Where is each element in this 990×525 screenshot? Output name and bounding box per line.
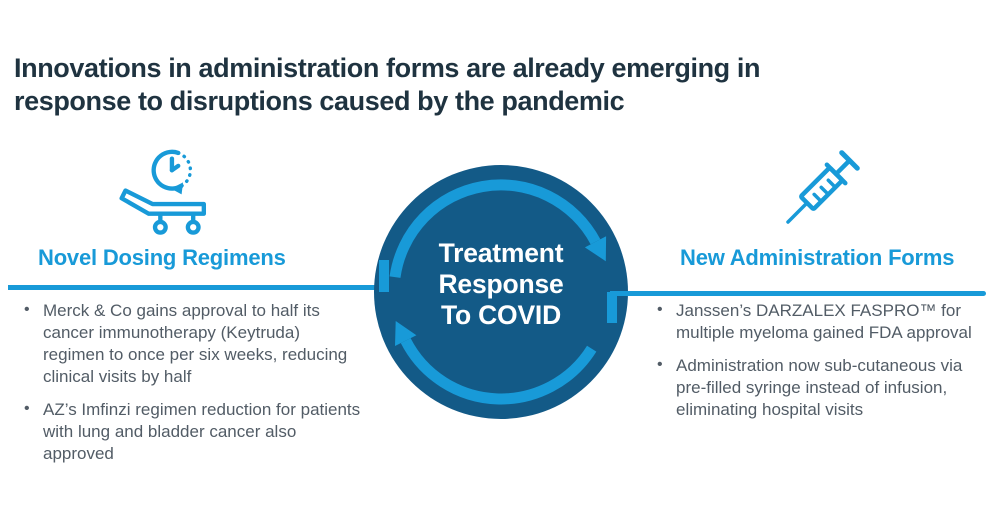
right-bullet-list: Janssen’s DARZALEX FASPRO™ for multiple … [655, 299, 983, 432]
circle-label-line-1: Treatment [438, 238, 564, 268]
left-bullet-list: Merck & Co gains approval to half its ca… [22, 299, 364, 476]
left-divider-line [8, 285, 380, 290]
circle-label-line-3: To COVID [440, 300, 562, 330]
list-item: Janssen’s DARZALEX FASPRO™ for multiple … [655, 299, 983, 344]
page-title: Innovations in administration forms are … [14, 52, 954, 118]
section-heading-novel-dosing-regimens: Novel Dosing Regimens [38, 245, 286, 270]
page-title-line-2: response to disruptions caused by the pa… [14, 86, 625, 116]
page-title-line-1: Innovations in administration forms are … [14, 53, 761, 83]
cycle-arrows-icon [374, 165, 628, 419]
circle-label-line-2: Response [438, 269, 564, 299]
right-divider-line [610, 291, 986, 296]
list-item: AZ’s Imfinzi regimen reduction for patie… [22, 398, 364, 465]
section-heading-new-administration-forms: New Administration Forms [680, 245, 955, 270]
circle-label: Treatment Response To COVID [374, 238, 628, 331]
syringe-icon [786, 150, 860, 224]
bed-clock-icon [119, 149, 207, 235]
list-item: Merck & Co gains approval to half its ca… [22, 299, 364, 388]
list-item: Administration now sub-cutaneous via pre… [655, 354, 983, 421]
